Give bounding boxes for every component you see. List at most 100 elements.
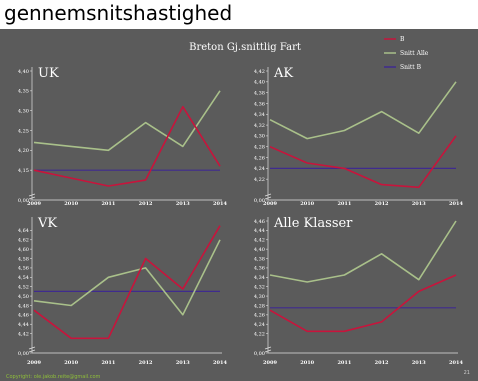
- x-tick-label: 2009: [27, 201, 41, 207]
- panel-2: 0,00 4,22 4,24 4,26 4,28 4,30 4,32 4,34 4,36 4,38…: [254, 66, 464, 207]
- caption-bar: gennemsnitshastighed: [0, 0, 478, 28]
- chart-canvas: Breton Gj.snittlig Fart B Snitt Alle Snitt…: [6, 36, 470, 380]
- slide-title: Breton Gj.snittlig Fart: [189, 42, 301, 53]
- x-tick-label: 2013: [176, 360, 190, 366]
- panel-1: 0,00 4,15 4,20 4,25 4,30 4,35 4,40 2009 2010 2011…: [18, 66, 228, 207]
- y-tick-label: 4,42: [254, 69, 265, 75]
- x-tick-label: 2011: [101, 201, 115, 207]
- series-line-snitt-alle: [33, 90, 221, 152]
- panel-title: VK: [37, 216, 57, 231]
- y-tick-label: 4,22: [254, 331, 265, 337]
- x-tick-label: 2012: [375, 201, 389, 207]
- axis-break-mark: [28, 346, 36, 353]
- x-tick-label: 2014: [449, 360, 463, 366]
- y-tick-label: 4,28: [254, 145, 265, 151]
- x-tick-label: 2010: [64, 360, 78, 366]
- y-tick-label: 4,30: [254, 294, 265, 300]
- y-tick-label: 4,62: [18, 238, 29, 244]
- y-tick-label: 4,34: [254, 112, 265, 118]
- y-tick-label: 0,00: [18, 351, 29, 357]
- panel-title: Alle Klasser: [273, 216, 353, 231]
- panel-title: UK: [38, 66, 59, 81]
- caption-text: gennemsnitshastighed: [4, 1, 233, 25]
- chart-slide: Breton Gj.snittlig Fart B Snitt Alle Snitt…: [0, 29, 478, 381]
- y-tick-label: 4,64: [18, 228, 29, 234]
- y-tick-label: 4,42: [18, 331, 29, 337]
- series-line-snitt-alle: [269, 81, 457, 140]
- x-tick-label: 2009: [27, 360, 41, 366]
- x-tick-label: 2011: [337, 360, 351, 366]
- y-tick-label: 0,00: [254, 351, 265, 357]
- x-tick-label: 2011: [101, 360, 115, 366]
- y-tick-label: 4,44: [254, 228, 265, 234]
- series-line-b: [33, 225, 221, 340]
- x-tick-label: 2013: [412, 201, 426, 207]
- x-tick-label: 2014: [213, 201, 227, 207]
- y-tick-label: 4,58: [18, 256, 29, 262]
- y-tick-label: 4,54: [18, 275, 29, 281]
- page-number: 21: [464, 370, 470, 376]
- y-tick-label: 4,20: [18, 148, 29, 154]
- y-tick-label: 0,00: [18, 198, 29, 204]
- y-tick-label: 4,32: [254, 284, 265, 290]
- y-tick-label: 4,40: [254, 247, 265, 253]
- axis-break-mark: [264, 346, 272, 353]
- y-tick-label: 4,46: [18, 313, 29, 319]
- y-tick-label: 4,60: [18, 247, 29, 253]
- y-tick-label: 4,56: [18, 266, 29, 272]
- axis-break-mark: [28, 193, 36, 200]
- x-tick-label: 2012: [139, 360, 153, 366]
- y-tick-label: 4,36: [254, 266, 265, 272]
- y-tick-label: 4,40: [254, 80, 265, 86]
- chart-panels: 0,00 4,15 4,20 4,25 4,30 4,35 4,40 2009 2010 2011…: [18, 66, 464, 366]
- x-tick-label: 2010: [64, 201, 78, 207]
- y-tick-label: 4,34: [254, 275, 265, 281]
- panel-4: 0,00 4,22 4,24 4,26 4,28 4,30 4,32 4,34 4,36 4,38…: [254, 216, 464, 366]
- panel-title: AK: [273, 66, 293, 81]
- legend-label-0: B: [400, 36, 405, 43]
- x-tick-label: 2010: [300, 201, 314, 207]
- y-tick-label: 4,32: [254, 123, 265, 129]
- y-tick-label: 4,22: [254, 177, 265, 183]
- panel-3: 0,00 4,42 4,44 4,46 4,48 4,50 4,52 4,54 4,56 4,58…: [18, 216, 228, 366]
- x-tick-label: 2013: [176, 201, 190, 207]
- x-tick-label: 2009: [263, 201, 277, 207]
- y-tick-label: 4,24: [254, 322, 265, 328]
- legend-label-2: Snitt B: [400, 64, 422, 71]
- series-line-b: [33, 105, 221, 187]
- y-tick-label: 4,35: [18, 89, 29, 95]
- x-tick-label: 2011: [337, 201, 351, 207]
- series-line-b: [269, 135, 457, 189]
- y-tick-label: 4,25: [18, 128, 29, 134]
- y-tick-label: 4,46: [254, 219, 265, 225]
- y-tick-label: 4,24: [254, 166, 265, 172]
- axis-break-mark: [264, 193, 272, 200]
- y-tick-label: 4,26: [254, 155, 265, 161]
- y-tick-label: 4,28: [254, 303, 265, 309]
- x-tick-label: 2014: [213, 360, 227, 366]
- y-tick-label: 4,44: [18, 322, 29, 328]
- y-tick-label: 4,38: [254, 90, 265, 96]
- x-tick-label: 2013: [412, 360, 426, 366]
- x-tick-label: 2010: [300, 360, 314, 366]
- y-tick-label: 4,42: [254, 238, 265, 244]
- x-tick-label: 2014: [449, 201, 463, 207]
- y-tick-label: 4,26: [254, 313, 265, 319]
- y-tick-label: 4,40: [18, 69, 29, 75]
- x-tick-label: 2009: [263, 360, 277, 366]
- y-tick-label: 4,36: [254, 101, 265, 107]
- y-tick-label: 0,00: [254, 198, 265, 204]
- y-tick-label: 4,52: [18, 284, 29, 290]
- y-tick-label: 4,30: [254, 134, 265, 140]
- y-tick-label: 4,15: [18, 168, 29, 174]
- y-tick-label: 4,38: [254, 256, 265, 262]
- series-line-snitt-alle: [33, 239, 221, 316]
- y-tick-label: 4,30: [18, 108, 29, 114]
- y-tick-label: 4,50: [18, 294, 29, 300]
- series-line-snitt-alle: [269, 220, 457, 283]
- legend: B Snitt Alle Snitt B: [384, 36, 429, 71]
- x-tick-label: 2012: [375, 360, 389, 366]
- copyright-text: Copyright: ole.jakob.reite@gmail.com: [6, 374, 101, 380]
- legend-label-1: Snitt Alle: [400, 50, 429, 57]
- x-tick-label: 2012: [139, 201, 153, 207]
